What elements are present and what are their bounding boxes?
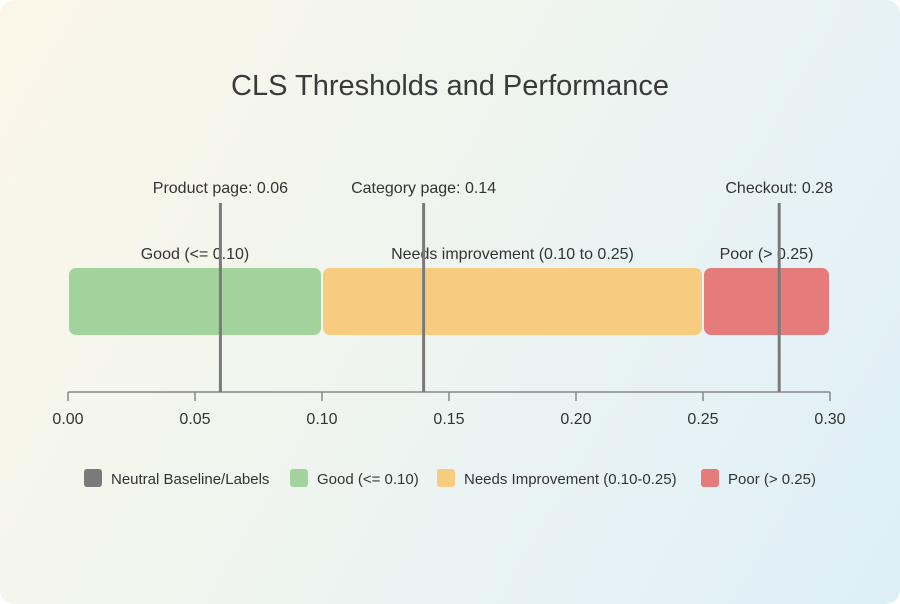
legend-swatch [701,469,719,487]
legend-label: Poor (> 0.25) [728,471,816,488]
x-tick-label: 0.15 [433,411,464,428]
x-tick-label: 0.10 [306,411,337,428]
band-label: Poor (> 0.25) [720,246,814,263]
legend-label: Good (<= 0.10) [317,471,419,488]
legend-swatch [290,469,308,487]
legend-swatch [84,469,102,487]
legend-label: Neutral Baseline/Labels [111,471,269,488]
band-2 [704,268,829,335]
x-tick-label: 0.30 [814,411,845,428]
x-tick-label: 0.25 [687,411,718,428]
legend-swatch [437,469,455,487]
band-label: Good (<= 0.10) [141,246,250,263]
marker-label: Checkout: 0.28 [725,180,833,197]
marker-label: Category page: 0.14 [351,180,496,197]
marker-label: Product page: 0.06 [153,180,288,197]
legend-label: Needs Improvement (0.10-0.25) [464,471,677,488]
x-tick-label: 0.20 [560,411,591,428]
x-tick-label: 0.05 [179,411,210,428]
x-tick-label: 0.00 [52,411,83,428]
chart-title: CLS Thresholds and Performance [231,70,669,102]
band-0 [69,268,321,335]
band-1 [323,268,702,335]
band-label: Needs improvement (0.10 to 0.25) [391,246,634,263]
